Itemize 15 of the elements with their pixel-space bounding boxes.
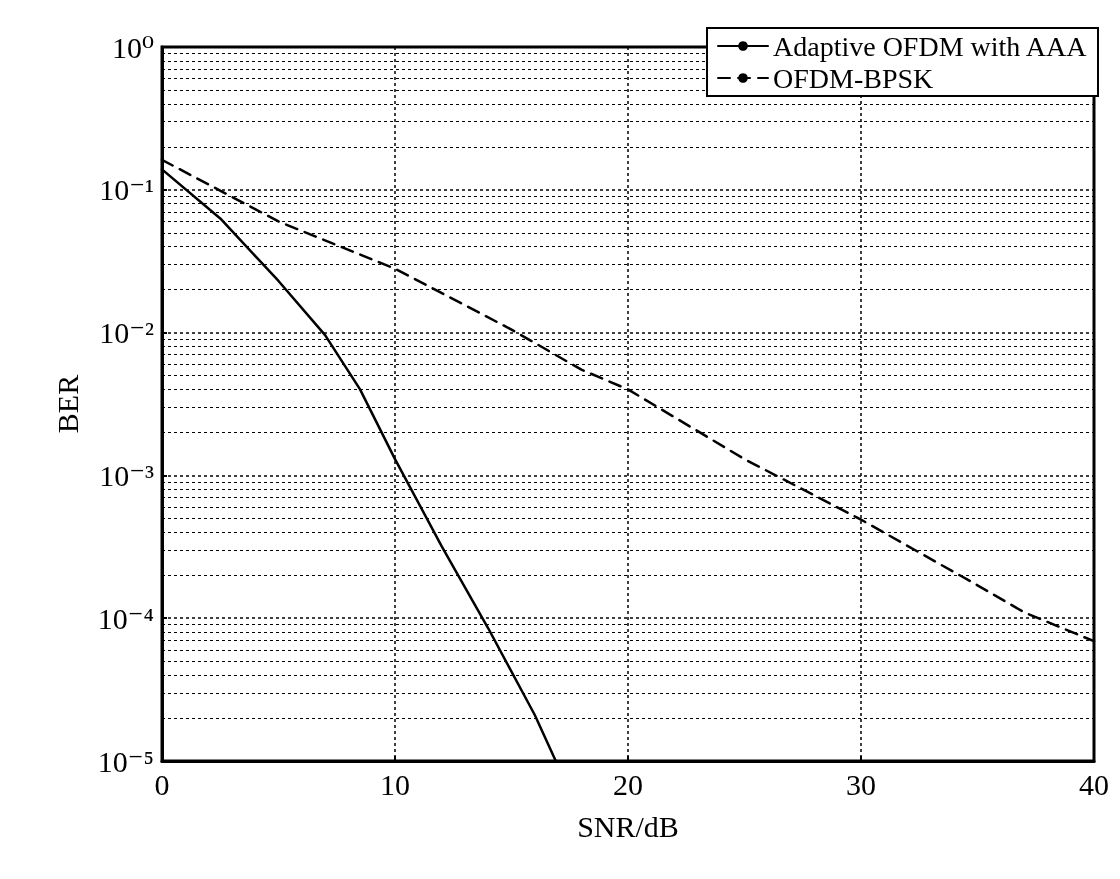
y-tick-label: 10⁻¹ (99, 173, 154, 207)
y-tick-label: 10⁻² (99, 316, 154, 350)
x-tick-label: 10 (380, 767, 410, 801)
x-tick-label: 30 (846, 767, 876, 801)
legend-label: Adaptive OFDM with AAA (773, 30, 1088, 62)
x-tick-label: 0 (154, 767, 170, 801)
x-tick-label: 20 (613, 767, 643, 801)
y-tick-label: 10⁻³ (99, 458, 154, 492)
y-axis-title: BER (50, 374, 84, 434)
y-tick-label: 10⁻⁵ (97, 744, 154, 778)
y-tick-label: 10⁻⁴ (97, 601, 154, 635)
x-tick-label: 40 (1079, 767, 1109, 801)
legend-label: OFDM-BPSK (773, 62, 934, 94)
y-tick-label: 10⁰ (111, 30, 154, 64)
x-axis-title: SNR/dB (577, 809, 679, 843)
